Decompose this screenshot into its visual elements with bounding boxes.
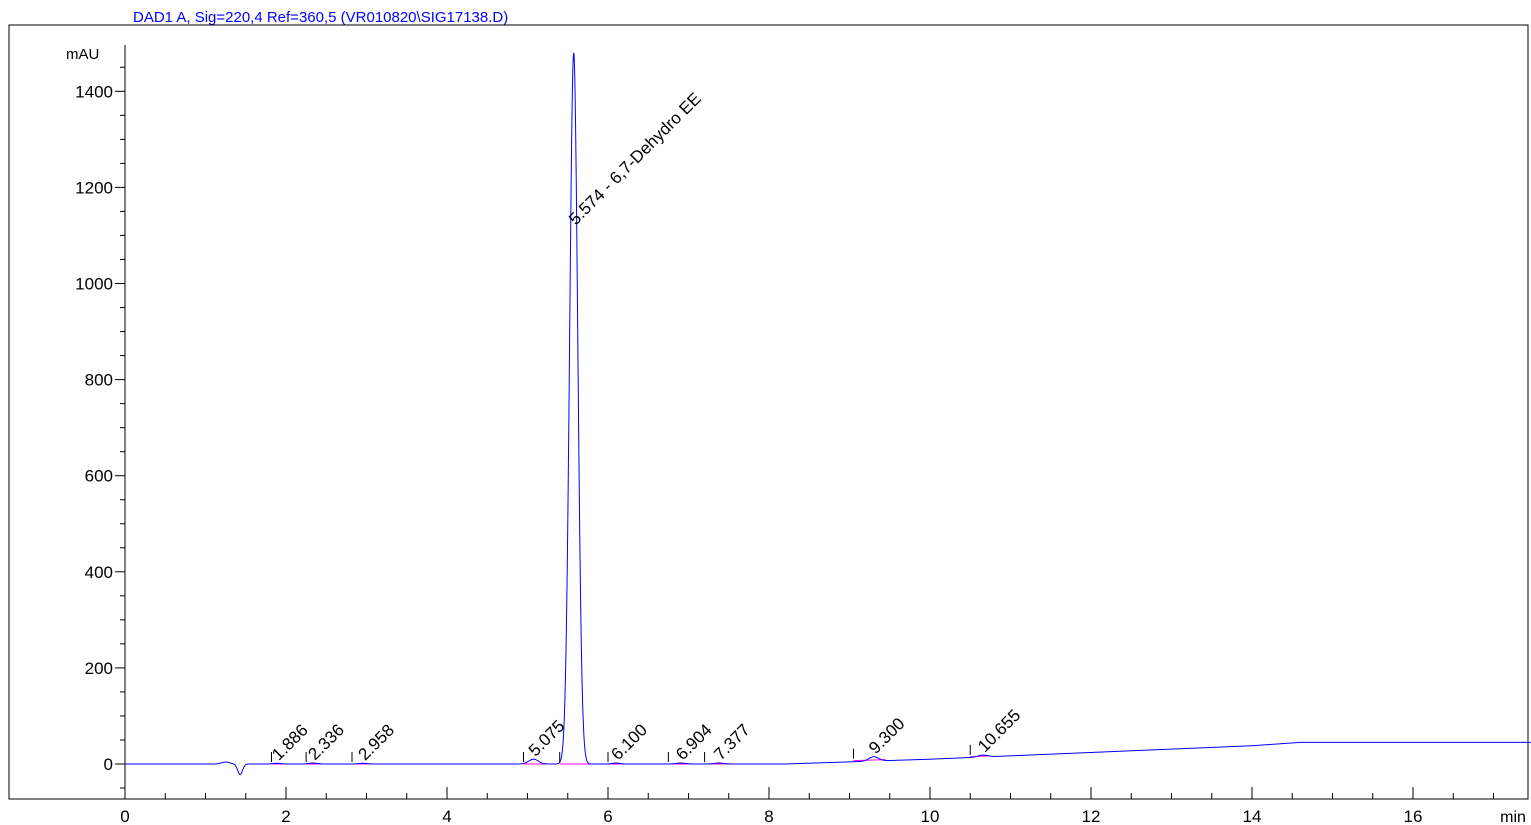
x-tick-label: 14: [1243, 807, 1262, 825]
y-tick-label: 1200: [75, 178, 113, 197]
x-tick-label: 8: [764, 807, 773, 825]
y-tick-label: 600: [85, 467, 113, 486]
x-tick-label: 0: [120, 807, 129, 825]
peak-label: 6.904: [672, 720, 716, 764]
peak-label: 9.300: [865, 714, 909, 758]
peak-label: 10.655: [974, 706, 1024, 756]
y-tick-label: 800: [85, 371, 113, 390]
peak-label: 2.336: [304, 720, 348, 764]
x-tick-label: 10: [921, 807, 940, 825]
y-tick-label: 0: [104, 755, 113, 774]
integration-baseline: [853, 759, 886, 762]
y-tick-label: 400: [85, 563, 113, 582]
peak-label: 6.100: [607, 720, 651, 764]
axes: 0 200 400 600 800 1000 1200 1400 0 2 4 6 8 10 12 14 16 mi…: [75, 45, 1528, 825]
plot-frame: [8, 24, 1529, 800]
x-tick-label: 12: [1082, 807, 1101, 825]
chart-title: DAD1 A, Sig=220,4 Ref=360,5 (VR010820\SI…: [133, 9, 509, 26]
chromatogram-trace: [125, 52, 1531, 776]
y-tick-label: 200: [85, 659, 113, 678]
peak-label: 1.886: [268, 721, 312, 765]
trace-layer: [125, 52, 1531, 776]
y-axis-label: mAU: [66, 46, 100, 63]
x-tick-label: 6: [603, 807, 612, 825]
x-tick-label: 2: [281, 807, 290, 825]
y-tick-label: 1400: [75, 82, 113, 101]
x-axis-label: min: [1500, 809, 1526, 825]
peak-label: 2.958: [355, 721, 399, 765]
x-tick-label: 4: [442, 807, 451, 825]
peak-label: 5.574 - 6,7-Dehydro EE: [565, 89, 705, 229]
peak-label: 7.377: [710, 720, 754, 764]
y-tick-label: 1000: [75, 275, 113, 294]
x-tick-label: 16: [1404, 807, 1423, 825]
